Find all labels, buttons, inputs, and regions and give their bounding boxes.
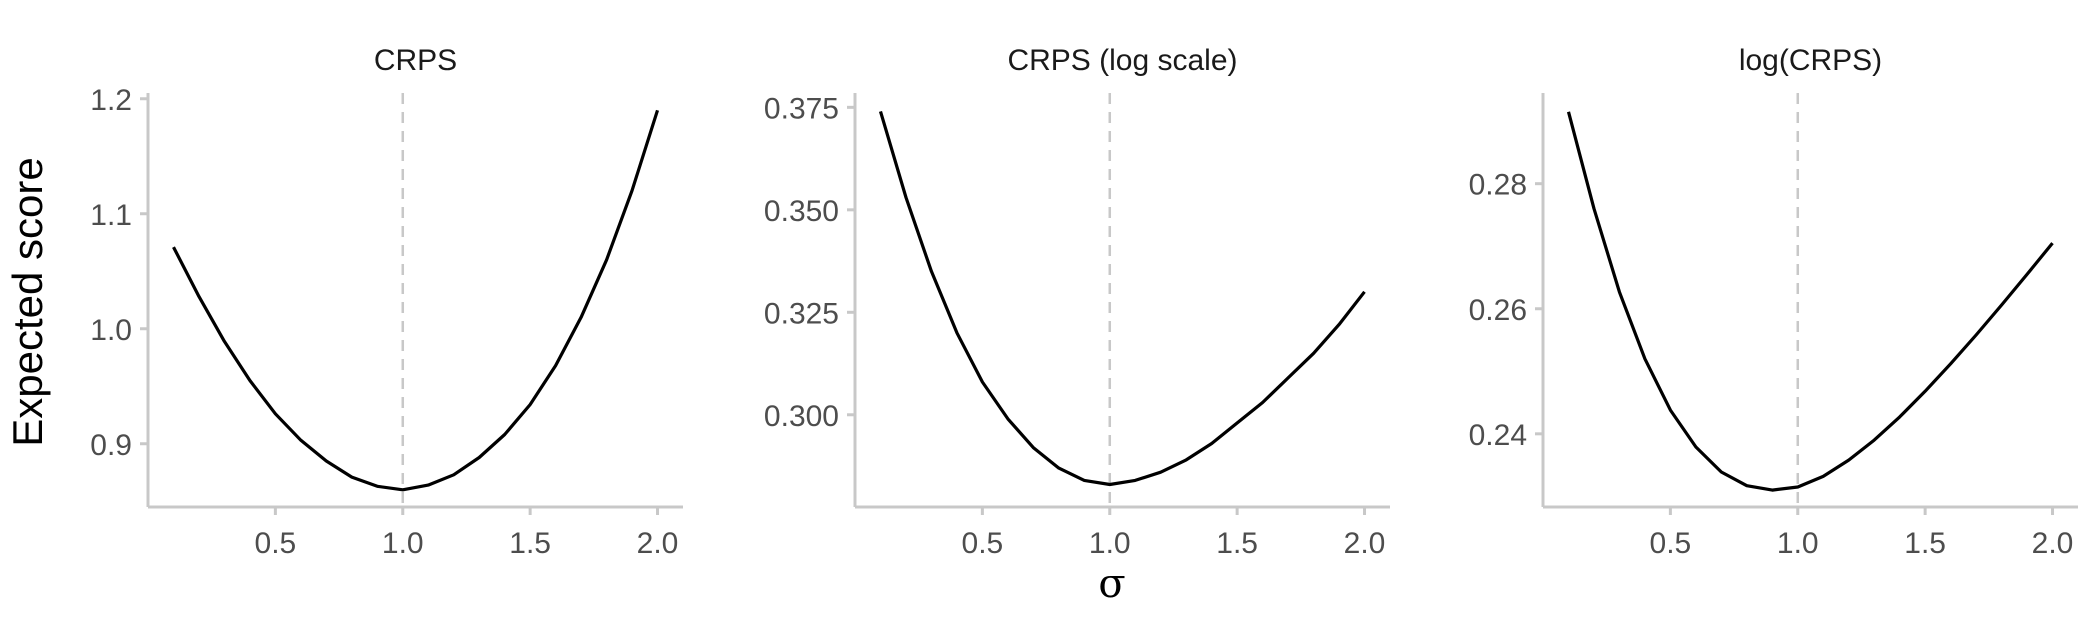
y-tick-label: 1.0	[90, 314, 132, 347]
x-tick-label: 1.0	[1777, 527, 1819, 560]
y-tick-label: 0.28	[1469, 169, 1527, 202]
panel-title: CRPS	[374, 44, 457, 77]
y-axis-label: Expected score	[4, 157, 51, 447]
x-tick-label: 1.0	[382, 527, 424, 560]
x-tick-label: 0.5	[1650, 527, 1692, 560]
x-tick-label: 1.5	[1904, 527, 1946, 560]
panel-title: log(CRPS)	[1739, 44, 1882, 77]
x-tick-label: 0.5	[962, 527, 1004, 560]
x-tick-label: 2.0	[2032, 527, 2074, 560]
x-tick-label: 2.0	[1344, 527, 1386, 560]
y-tick-label: 0.375	[764, 92, 839, 125]
panel-2: CRPS (log scale) 0.5 1.0 1.5 2.0 0.300 0.325 0.…	[764, 44, 1390, 560]
x-axis-label: σ	[1098, 561, 1125, 607]
y-tick-label: 0.9	[90, 429, 132, 462]
panel-title: CRPS (log scale)	[1007, 44, 1237, 77]
series-line	[172, 109, 660, 492]
panel-3: log(CRPS) 0.5 1.0 1.5 2.0 0.24 0.26 0.28	[1469, 44, 2078, 560]
y-tick-label: 1.2	[90, 84, 132, 117]
x-tick-label: 1.5	[1216, 527, 1258, 560]
x-tick-label: 2.0	[637, 527, 679, 560]
y-tick-label: 0.300	[764, 400, 839, 433]
y-tick-label: 0.26	[1469, 294, 1527, 327]
y-tick-label: 0.350	[764, 195, 839, 228]
series-line	[1566, 111, 2054, 492]
y-tick-label: 0.24	[1469, 419, 1527, 452]
y-tick-label: 1.1	[90, 199, 132, 232]
x-tick-label: 1.5	[509, 527, 551, 560]
panel-1: CRPS 0.5 1.0 1.5 2.0 0.9 1.0 1.1 1.2	[90, 44, 683, 560]
x-tick-label: 0.5	[255, 527, 297, 560]
series-line	[878, 110, 1366, 487]
y-tick-label: 0.325	[764, 297, 839, 330]
x-tick-label: 1.0	[1089, 527, 1131, 560]
